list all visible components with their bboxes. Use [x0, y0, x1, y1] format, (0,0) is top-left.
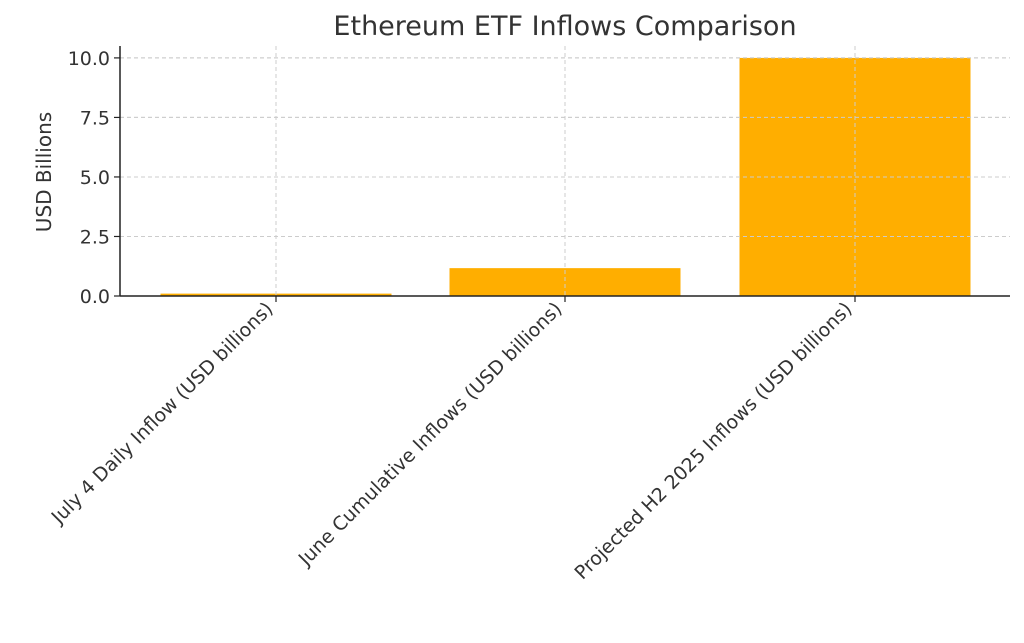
x-tick-label: July 4 Daily Inflow (USD billions) [47, 298, 278, 529]
y-tick-label: 0.0 [80, 286, 110, 308]
x-tick-label: Projected H2 2025 Inflows (USD billions) [570, 298, 856, 584]
category-labels: July 4 Daily Inflow (USD billions) June C… [47, 298, 857, 584]
chart-title: Ethereum ETF Inflows Comparison [333, 11, 796, 42]
y-tick-label: 5.0 [80, 167, 110, 189]
y-axis-label: USD Billions [32, 112, 56, 232]
x-tick-label: June Cumulative Inflows (USD billions) [294, 298, 567, 571]
bars-layer [120, 46, 1010, 297]
y-tick-label: 2.5 [80, 226, 110, 248]
ticks-layer: 0.0 2.5 5.0 7.5 10.0 [68, 48, 856, 308]
y-tick-label: 7.5 [80, 107, 110, 129]
y-tick-label: 10.0 [68, 48, 110, 70]
